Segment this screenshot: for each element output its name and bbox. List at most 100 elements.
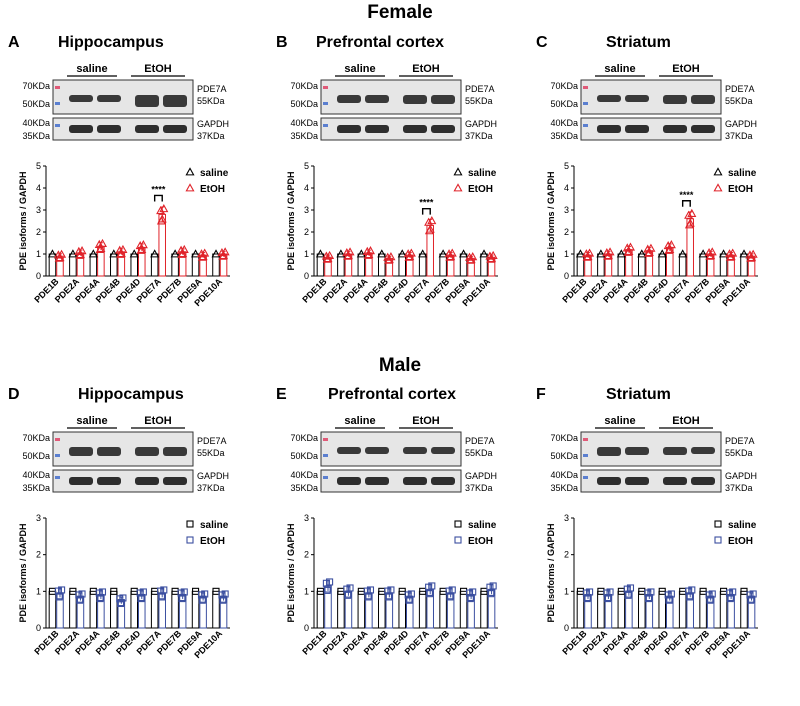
bar-saline xyxy=(171,590,179,629)
bar-saline xyxy=(418,590,427,629)
pde7a-band xyxy=(691,95,715,104)
data-point-saline xyxy=(419,587,427,595)
data-point-saline xyxy=(657,249,667,258)
band-label-55: 55KDa xyxy=(197,96,225,106)
significance-label: **** xyxy=(419,198,434,208)
mw-label-50: 50KDa xyxy=(550,99,578,109)
panel-letter: F xyxy=(536,386,546,403)
data-point-etoh xyxy=(687,208,697,217)
data-point-etoh xyxy=(469,588,477,596)
data-point-etoh xyxy=(76,596,84,604)
gapdh-band xyxy=(163,477,187,485)
band-label-pde7a: PDE7A xyxy=(725,84,755,94)
band-label-37: 37KDa xyxy=(725,131,753,141)
data-point-etoh xyxy=(603,251,613,260)
data-point-saline xyxy=(336,249,346,258)
mw-label-70: 70KDa xyxy=(550,81,578,91)
data-point-etoh xyxy=(405,596,413,604)
bar-saline xyxy=(69,590,77,629)
ladder-mark xyxy=(323,454,328,457)
bar-saline xyxy=(130,590,139,629)
male-section-title: Male xyxy=(378,355,422,376)
band-label-pde7a: PDE7A xyxy=(465,84,495,94)
data-point-etoh xyxy=(643,248,654,257)
data-point-saline xyxy=(418,249,428,258)
legend-saline-label: saline xyxy=(200,168,229,179)
data-point-etoh xyxy=(707,247,717,256)
y-tick-label: 2 xyxy=(304,227,309,237)
legend-etoh-label: EtOH xyxy=(468,536,493,547)
pde7a-band xyxy=(337,95,361,103)
band-label-37: 37KDa xyxy=(465,483,493,493)
group-label-saline: saline xyxy=(76,415,107,427)
ladder-mark xyxy=(583,454,588,457)
band-label-gapdh: GAPDH xyxy=(197,119,229,129)
gapdh-blot xyxy=(320,469,462,493)
data-point-saline xyxy=(69,587,77,595)
data-point-etoh xyxy=(666,240,676,249)
data-point-etoh xyxy=(747,596,755,604)
gapdh-band xyxy=(365,477,389,485)
bar-saline xyxy=(658,253,667,277)
mw-label-50: 50KDa xyxy=(22,99,50,109)
mw-label-40: 40KDa xyxy=(550,470,578,480)
bar-saline xyxy=(740,253,748,277)
bar-saline xyxy=(48,590,57,629)
panel-title: Hippocampus xyxy=(58,34,164,51)
data-point-etoh xyxy=(386,252,396,261)
band-label-pde7a: PDE7A xyxy=(725,436,755,446)
data-point-etoh xyxy=(326,578,334,586)
bar-saline xyxy=(89,590,98,629)
western-blot: saline EtOH 70KDa 50KDa 40KDa 35KDa PDE7A 55KDa… xyxy=(550,415,757,493)
data-point-saline xyxy=(150,249,160,258)
y-tick-label: 1 xyxy=(564,249,569,259)
data-point-etoh xyxy=(447,248,457,257)
data-point-etoh xyxy=(424,217,434,226)
data-point-saline xyxy=(211,249,221,258)
ladder-mark xyxy=(583,86,588,89)
data-point-etoh xyxy=(323,586,331,594)
data-point-saline xyxy=(438,249,448,258)
data-point-etoh xyxy=(448,586,456,594)
data-point-saline xyxy=(698,249,708,258)
band-label-pde7a: PDE7A xyxy=(465,436,495,446)
bar-saline xyxy=(69,253,77,277)
bar-saline xyxy=(439,590,447,629)
data-point-etoh xyxy=(218,251,228,260)
gapdh-band xyxy=(135,477,159,485)
data-point-etoh xyxy=(445,252,455,261)
data-point-etoh xyxy=(219,595,228,603)
group-label-etoh: EtOH xyxy=(144,63,172,75)
mw-label-35: 35KDa xyxy=(22,131,50,141)
data-point-saline xyxy=(315,249,325,258)
data-point-saline xyxy=(316,587,325,595)
bar-saline xyxy=(316,253,325,277)
bar-saline xyxy=(597,253,605,277)
legend-saline-marker xyxy=(453,167,463,176)
group-label-etoh: EtOH xyxy=(672,415,700,427)
y-tick-label: 5 xyxy=(36,161,41,171)
mw-label-40: 40KDa xyxy=(290,470,318,480)
y-tick-label: 1 xyxy=(304,249,309,259)
western-blot: saline EtOH 70KDa 50KDa 40KDa 35KDa PDE7A 55KDa… xyxy=(290,415,497,493)
legend-etoh-marker xyxy=(454,536,462,544)
data-point-etoh xyxy=(623,247,633,256)
legend-etoh-marker xyxy=(714,536,722,544)
bar-saline xyxy=(678,253,687,277)
data-point-etoh xyxy=(344,591,352,599)
bar-saline xyxy=(638,253,646,277)
bar-saline xyxy=(398,253,407,277)
data-point-etoh xyxy=(646,243,656,252)
data-point-saline xyxy=(678,249,688,258)
data-point-saline xyxy=(596,249,606,258)
female-section-title: Female xyxy=(367,2,433,23)
mw-label-50: 50KDa xyxy=(22,451,50,461)
pde7a-band xyxy=(69,95,93,102)
pde7a-band xyxy=(597,95,621,102)
band-label-gapdh: GAPDH xyxy=(725,471,757,481)
band-label-gapdh: GAPDH xyxy=(465,471,497,481)
